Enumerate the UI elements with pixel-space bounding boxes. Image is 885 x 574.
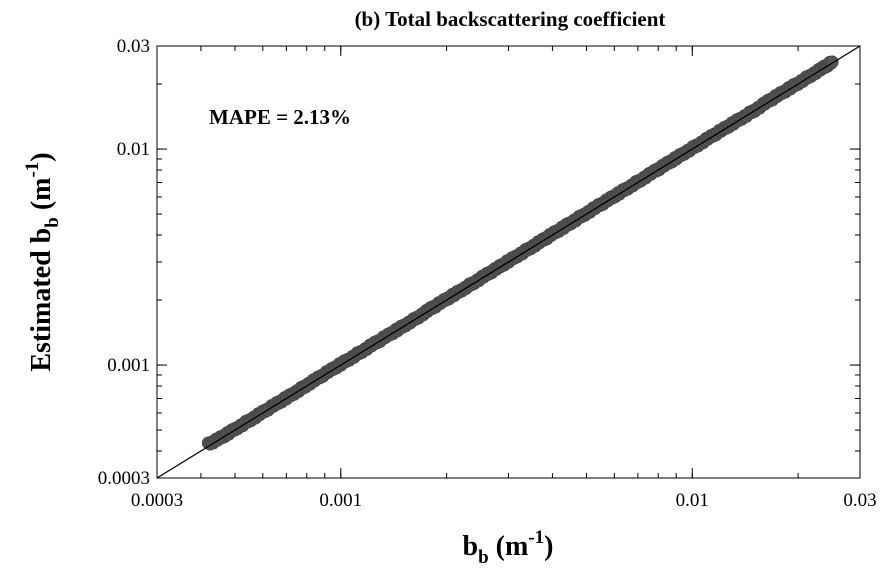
x-tick-label: 0.0003 — [131, 490, 183, 511]
y-tick-label: 0.03 — [117, 36, 150, 57]
y-tick-label: 0.01 — [117, 139, 150, 160]
y-tick-label: 0.0003 — [98, 468, 150, 489]
one-to-one-line — [156, 45, 861, 479]
mape-annotation: MAPE = 2.13% — [209, 105, 351, 129]
x-axis-label: bb (m-1) — [463, 527, 554, 568]
x-tick-label: 0.01 — [676, 490, 709, 511]
y-tick-label: 0.001 — [107, 355, 150, 376]
chart-title: (b) Total backscattering coefficient — [355, 7, 666, 31]
y-axis-label: Estimated bb (m-1) — [22, 152, 63, 371]
x-tick-label: 0.03 — [843, 490, 876, 511]
x-tick-label: 0.001 — [319, 490, 362, 511]
axis-ticks: 0.0003 0.001 0.01 0.03 0.0003 0.001 0.01 0.03 — [98, 36, 877, 511]
